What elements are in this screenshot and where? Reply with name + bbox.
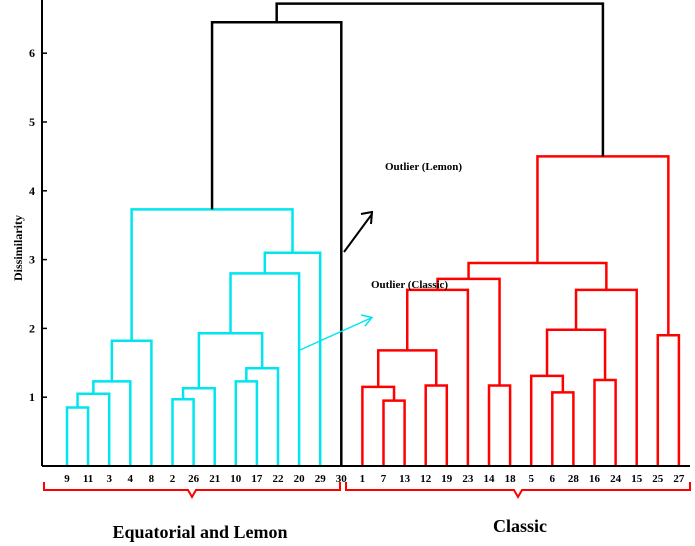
leaf-label: 12 bbox=[420, 473, 432, 485]
dendrogram-link bbox=[130, 208, 294, 341]
leaf-label: 29 bbox=[315, 473, 327, 485]
leaf-labels: 9 11 3 4 8 2 26 21 10 17 22 20 29 30 1 7 13 12 19 23 14 18 5 6 2… bbox=[64, 473, 685, 485]
leaf-label: 21 bbox=[209, 473, 220, 485]
leaf-label: 27 bbox=[673, 473, 685, 485]
dendrogram-link bbox=[487, 384, 512, 466]
leaf-label: 24 bbox=[610, 473, 622, 485]
arrow-outlier-classic bbox=[299, 317, 372, 351]
dendrogram-link bbox=[197, 331, 264, 389]
leaf-label: 15 bbox=[631, 473, 643, 485]
leaf-label: 1 bbox=[360, 473, 366, 485]
axes: 1234567Dissimilarity bbox=[11, 0, 690, 467]
dendrogram-link bbox=[229, 272, 301, 466]
leaf-label: 10 bbox=[230, 473, 242, 485]
dendrogram-link bbox=[382, 399, 406, 466]
leaf-label: 9 bbox=[64, 473, 70, 485]
leaf-label: 30 bbox=[336, 473, 348, 485]
group-label-classic: Classic bbox=[493, 516, 547, 536]
dendrogram-link bbox=[171, 398, 195, 466]
dendrogram-link bbox=[361, 385, 396, 466]
dendrogram-link bbox=[467, 261, 608, 290]
y-tick-label: 6 bbox=[29, 46, 35, 60]
dendrogram-link bbox=[424, 384, 449, 466]
annotations: Outlier (Lemon) Outlier (Classic) bbox=[299, 161, 462, 351]
leaf-label: 4 bbox=[128, 473, 134, 485]
dendrogram-link bbox=[263, 251, 322, 466]
leaf-label: 16 bbox=[589, 473, 601, 485]
y-tick-label: 1 bbox=[29, 390, 35, 404]
dendrogram-link bbox=[234, 380, 259, 466]
dendrogram-link bbox=[275, 2, 605, 157]
leaf-label: 19 bbox=[441, 473, 453, 485]
y-axis-label: Dissimilarity bbox=[11, 215, 25, 281]
dendrogram-link bbox=[376, 349, 438, 387]
dendrogram-link bbox=[529, 374, 565, 466]
dendrogram-link bbox=[76, 392, 111, 466]
leaf-label: 28 bbox=[568, 473, 580, 485]
leaf-label: 23 bbox=[462, 473, 474, 485]
y-tick-label: 2 bbox=[29, 321, 35, 335]
leaf-label: 14 bbox=[484, 473, 496, 485]
leaf-label: 7 bbox=[381, 473, 387, 485]
dendrogram-link bbox=[405, 288, 470, 466]
dendrogram-links bbox=[65, 2, 681, 466]
dendrogram-link bbox=[210, 20, 343, 466]
leaf-label: 25 bbox=[652, 473, 664, 485]
leaf-label: 8 bbox=[149, 473, 155, 485]
dendrogram-link bbox=[551, 391, 575, 466]
group-label-equatorial-lemon: Equatorial and Lemon bbox=[112, 522, 287, 542]
leaf-label: 5 bbox=[528, 473, 534, 485]
leaf-label: 17 bbox=[251, 473, 263, 485]
y-tick-label: 3 bbox=[29, 253, 35, 267]
leaf-label: 3 bbox=[106, 473, 112, 485]
brace-classic bbox=[345, 482, 691, 500]
leaf-label: 18 bbox=[505, 473, 517, 485]
dendrogram-link bbox=[245, 367, 280, 466]
dendrogram-link bbox=[593, 378, 617, 466]
annotation-outlier-lemon: Outlier (Lemon) bbox=[385, 161, 462, 173]
leaf-label: 26 bbox=[188, 473, 200, 485]
dendrogram-link bbox=[110, 339, 153, 466]
y-tick-label: 4 bbox=[29, 184, 35, 198]
annotation-outlier-classic: Outlier (Classic) bbox=[371, 279, 448, 291]
brace-equatorial-lemon bbox=[43, 482, 341, 500]
leaf-label: 20 bbox=[294, 473, 306, 485]
dendrogram-link bbox=[65, 406, 90, 466]
dendrogram-link bbox=[536, 155, 670, 336]
leaf-label: 22 bbox=[273, 473, 285, 485]
leaf-label: 13 bbox=[399, 473, 411, 485]
leaf-label: 2 bbox=[170, 473, 176, 485]
arrow-outlier-lemon bbox=[343, 213, 373, 253]
dendrogram-link bbox=[545, 328, 607, 380]
leaf-label: 11 bbox=[83, 473, 93, 485]
dendrogram-link bbox=[574, 288, 638, 466]
group-labels: Equatorial and Lemon Classic bbox=[43, 482, 691, 542]
arrowhead-outlier-classic bbox=[360, 314, 374, 327]
leaf-label: 6 bbox=[550, 473, 556, 485]
y-tick-label: 5 bbox=[29, 115, 35, 129]
dendrogram-link bbox=[656, 334, 681, 466]
arrowhead-outlier-lemon bbox=[360, 210, 374, 225]
